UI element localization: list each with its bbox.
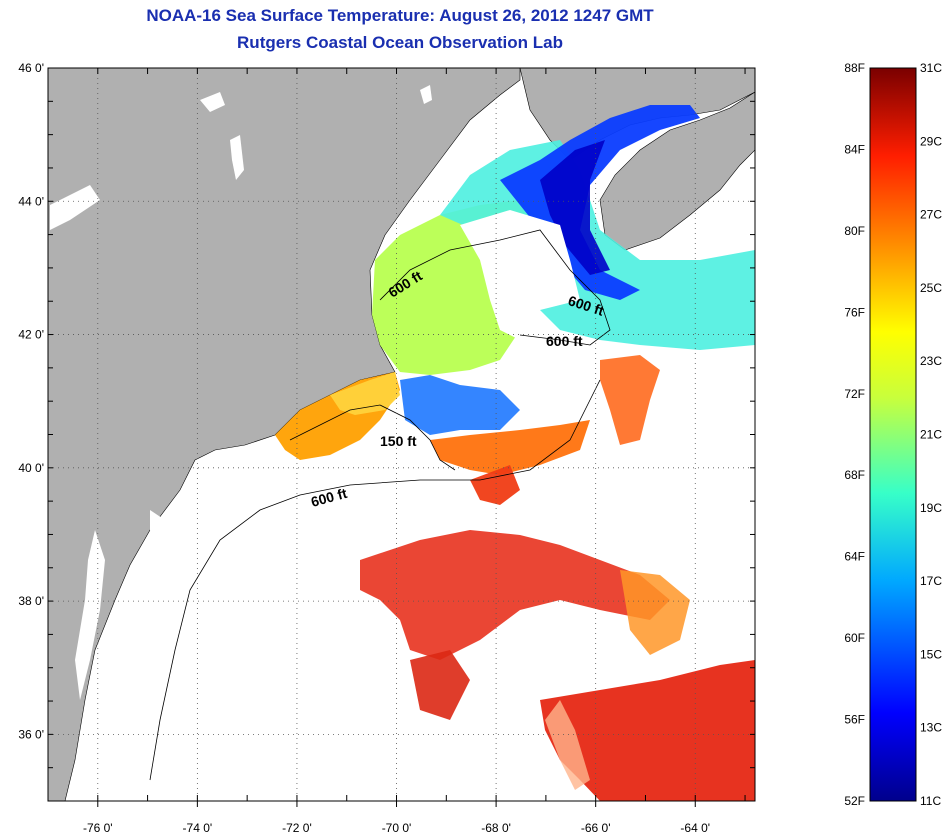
colorbar-f-label: 72F [844,387,865,401]
sst-east-orange [600,355,660,445]
contour-600ft-gulf [379,229,611,346]
colorbar-c-label: 25C [920,281,942,295]
colorbar-c-label: 29C [920,134,942,148]
colorbar-c-label: 15C [920,647,942,661]
lat-tick-label: 46 0' [18,61,44,75]
sst-offshore-red-3 [410,650,470,720]
sst-cold-core-blue [540,140,610,275]
sst-offshore-red-1 [360,530,670,660]
sst-shelf-yellow [330,372,400,415]
lon-tick-label: -74 0' [183,821,213,835]
colorbar-f-label: 88F [844,61,865,75]
lon-tick-label: -66 0' [581,821,611,835]
colorbar: 88F 84F 80F 76F 72F 68F 64F 60F 56F 52F 31C 29C 27C… [844,61,942,808]
latitude-axis: 46 0' 44 0' 42 0' 40 0' 38 0' 36 0' [18,61,755,802]
lake-white-3 [50,185,100,230]
sst-offshore-orange [620,570,690,655]
colorbar-c-label: 19C [920,501,942,515]
chesapeake-bay [75,530,105,700]
lat-tick-label: 36 0' [18,727,44,741]
lat-tick-label: 42 0' [18,328,44,342]
contour-label-150ft: 150 ft [380,433,417,449]
sst-georges-blue [400,375,520,435]
lat-tick-label: 38 0' [18,594,44,608]
colorbar-f-label: 76F [844,305,865,319]
sst-offshore-light-streak [545,700,590,790]
lat-tick-label: 40 0' [18,461,44,475]
colorbar-f-label: 52F [844,794,865,808]
lon-tick-label: -76 0' [83,821,113,835]
colorbar-c-label: 13C [920,721,942,735]
lon-tick-label: -64 0' [680,821,710,835]
colorbar-f-label: 56F [844,713,865,727]
lake-white-2 [230,135,244,180]
map-grid [48,67,755,801]
lat-tick-label: 44 0' [18,194,44,208]
lake-white-4 [420,85,432,104]
colorbar-c-label: 21C [920,428,942,442]
colorbar-c-label: 17C [920,574,942,588]
colorbar-fahrenheit-labels: 88F 84F 80F 76F 72F 68F 64F 60F 56F 52F [844,61,865,808]
map-subtitle: Rutgers Coastal Ocean Observation Lab [237,33,563,52]
contour-150ft [289,404,456,471]
contour-600ft-shelf-break [149,379,601,781]
sst-white-cloud-gulf [460,210,580,340]
nova-scotia-land [599,91,755,251]
colorbar-c-label: 11C [920,794,941,808]
colorbar-c-label: 27C [920,208,942,222]
lon-tick-label: -68 0' [481,821,511,835]
sst-slope-red-orange [430,420,590,475]
lon-tick-label: -72 0' [282,821,312,835]
map-title: NOAA-16 Sea Surface Temperature: August … [146,6,654,25]
colorbar-f-label: 84F [844,142,865,156]
delaware-bay [150,510,170,550]
colorbar-f-label: 64F [844,550,865,564]
contour-label-600ft-3: 600 ft [546,333,583,349]
colorbar-f-label: 80F [844,224,865,238]
sst-plume-red [470,465,520,505]
colorbar-f-label: 68F [844,468,865,482]
sst-offshore-red-2 [540,660,755,801]
colorbar-c-label: 31C [920,61,942,75]
colorbar-celsius-labels: 31C 29C 27C 25C 23C 21C 19C 17C 15C 13C 11C [920,61,942,808]
lon-tick-label: -70 0' [382,821,412,835]
colorbar-f-label: 60F [844,631,865,645]
longitude-axis: -76 0' -74 0' -72 0' -70 0' -68 0' -66 0' -64 … [47,68,746,835]
lake-white [200,92,225,112]
sst-bay-of-fundy-blue [500,105,700,300]
map-panel [48,68,755,801]
colorbar-c-label: 23C [920,354,942,368]
colorbar-gradient [869,67,917,802]
